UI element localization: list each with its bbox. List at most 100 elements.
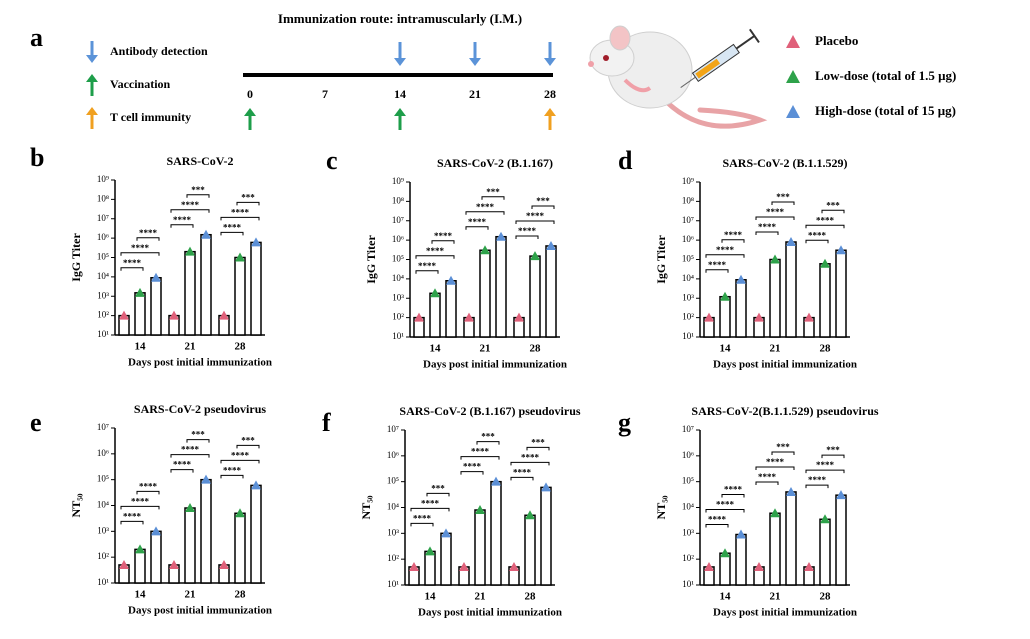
- y-tick-label: 10⁶: [392, 234, 404, 244]
- significance-label: ****: [418, 261, 437, 271]
- x-tick-label: 28: [525, 591, 537, 603]
- data-point: [119, 559, 129, 569]
- significance-label: ****: [513, 467, 532, 477]
- bar: [769, 512, 781, 586]
- y-tick-label: 10⁴: [387, 502, 399, 512]
- x-tick-label: 28: [530, 343, 542, 355]
- y-tick-label: 10³: [682, 292, 694, 302]
- bar: [429, 292, 441, 338]
- x-tick-label: 21: [770, 591, 781, 603]
- data-point: [185, 246, 195, 256]
- y-tick-label: 10⁵: [97, 252, 109, 262]
- significance-bracket: [220, 474, 244, 479]
- x-tick-label: 14: [425, 591, 437, 603]
- significance-bracket: [755, 231, 779, 236]
- data-point: [219, 559, 229, 569]
- significance-label: ****: [766, 207, 785, 217]
- bar: [250, 241, 262, 336]
- data-point: [804, 312, 814, 322]
- significance-bracket: [415, 255, 455, 259]
- y-tick-label: 10³: [387, 527, 399, 537]
- significance-bracket: [526, 446, 550, 451]
- significance-label: ***: [531, 437, 545, 447]
- data-point: [836, 490, 846, 500]
- significance-label: ****: [413, 513, 432, 523]
- significance-bracket: [220, 231, 244, 236]
- y-tick-label: 10⁸: [97, 193, 109, 203]
- x-axis-label: Days post initial immunization: [418, 607, 562, 619]
- significance-label: ****: [123, 258, 142, 268]
- bar: [234, 512, 246, 584]
- legend-marker: [786, 70, 800, 83]
- significance-bracket: [721, 494, 745, 498]
- data-point: [414, 312, 424, 322]
- significance-bracket: [220, 216, 260, 221]
- arrow-head: [469, 58, 481, 66]
- y-tick-label: 10⁵: [682, 476, 694, 486]
- significance-bracket: [236, 201, 260, 206]
- x-axis-label: Days post initial immunization: [128, 357, 272, 369]
- day-label: 7: [322, 87, 328, 101]
- y-tick-label: 10⁴: [682, 502, 694, 512]
- significance-bracket: [531, 205, 555, 209]
- bar: [819, 263, 831, 338]
- y-tick-label: 10⁹: [97, 174, 109, 184]
- y-tick-label: 10⁴: [97, 500, 109, 510]
- y-tick-label: 10³: [392, 292, 404, 302]
- data-point: [235, 252, 245, 262]
- panel-label: e: [30, 408, 42, 437]
- y-tick-label: 10⁵: [387, 476, 399, 486]
- bar: [200, 478, 212, 584]
- data-point: [836, 245, 846, 255]
- data-point: [480, 245, 490, 255]
- bar: [769, 258, 781, 338]
- data-point: [446, 275, 456, 285]
- significance-label: ****: [716, 245, 735, 255]
- data-point: [185, 503, 195, 513]
- significance-label: ****: [808, 230, 827, 240]
- data-point: [704, 561, 714, 571]
- significance-label: ****: [766, 457, 785, 467]
- arrow-head: [86, 55, 98, 63]
- bar: [234, 256, 246, 336]
- arrow-head: [544, 108, 556, 116]
- significance-label: ***: [241, 192, 255, 202]
- significance-bracket: [805, 239, 829, 244]
- significance-bracket: [771, 451, 795, 455]
- bar: [545, 245, 557, 338]
- y-tick-label: 10⁷: [387, 424, 399, 434]
- significance-bracket: [120, 267, 144, 271]
- data-point: [201, 229, 211, 239]
- y-tick-label: 10⁶: [682, 234, 694, 244]
- significance-bracket: [821, 454, 845, 459]
- significance-bracket: [460, 471, 484, 475]
- day-label: 28: [544, 87, 556, 101]
- panel-label: f: [322, 408, 331, 437]
- bar: [540, 486, 552, 586]
- significance-bracket: [136, 237, 160, 241]
- y-tick-label: 10³: [97, 525, 109, 535]
- data-point: [754, 312, 764, 322]
- data-point: [736, 529, 746, 539]
- data-point: [786, 486, 796, 496]
- significance-label: ****: [518, 226, 537, 236]
- panel-label: g: [618, 408, 631, 437]
- significance-label: ****: [181, 200, 200, 210]
- significance-label: ****: [181, 445, 200, 455]
- schematic-legend-label: T cell immunity: [110, 110, 191, 124]
- significance-bracket: [705, 524, 729, 528]
- bar: [184, 507, 196, 584]
- significance-label: ****: [724, 485, 743, 495]
- significance-bracket: [431, 240, 455, 244]
- significance-bracket: [805, 484, 829, 489]
- day-label: 14: [394, 87, 406, 101]
- significance-label: ****: [808, 475, 827, 485]
- y-tick-label: 10⁶: [387, 450, 399, 460]
- y-tick-label: 10⁹: [392, 176, 404, 186]
- significance-bracket: [755, 216, 795, 221]
- x-axis-label: Days post initial immunization: [423, 359, 567, 371]
- data-point: [820, 258, 830, 268]
- y-tick-label: 10¹: [97, 577, 109, 587]
- bar: [250, 484, 262, 584]
- bar: [819, 518, 831, 586]
